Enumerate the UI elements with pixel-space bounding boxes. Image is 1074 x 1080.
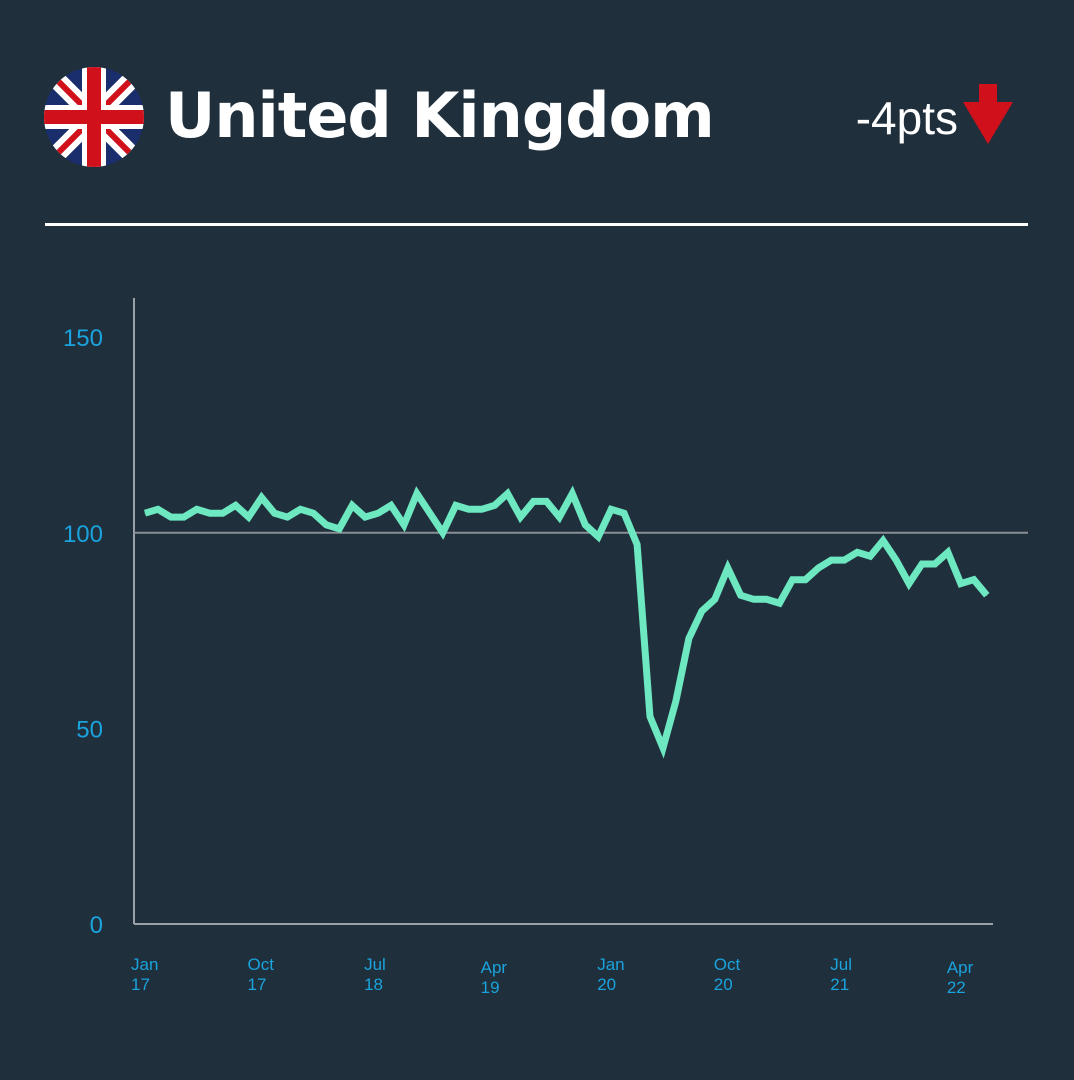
data-point bbox=[390, 504, 392, 506]
data-point bbox=[312, 512, 314, 514]
data-point bbox=[299, 508, 301, 510]
data-point bbox=[649, 716, 651, 718]
x-tick-year: 20 bbox=[714, 975, 733, 994]
data-point bbox=[338, 528, 340, 530]
data-point bbox=[869, 555, 871, 557]
data-point bbox=[377, 512, 379, 514]
header-divider bbox=[45, 223, 1028, 226]
data-point bbox=[804, 579, 806, 581]
data-point bbox=[144, 512, 146, 514]
data-point bbox=[843, 559, 845, 561]
data-point bbox=[921, 563, 923, 565]
y-tick-label: 50 bbox=[76, 716, 103, 743]
data-point bbox=[662, 747, 664, 749]
y-tick-label: 150 bbox=[63, 325, 103, 352]
data-point bbox=[274, 512, 275, 514]
data-point bbox=[403, 524, 405, 526]
data-point bbox=[675, 700, 677, 702]
x-tick-month: Oct bbox=[248, 955, 275, 974]
x-tick-year: 20 bbox=[597, 975, 616, 994]
down-arrow-icon bbox=[963, 84, 1013, 144]
data-point bbox=[986, 594, 988, 596]
data-point bbox=[908, 583, 910, 585]
data-point bbox=[196, 508, 198, 510]
data-point bbox=[507, 493, 509, 495]
data-point bbox=[209, 512, 211, 514]
data-point bbox=[170, 516, 172, 518]
data-point bbox=[325, 524, 327, 526]
y-tick-label: 0 bbox=[90, 912, 103, 939]
data-point bbox=[766, 598, 768, 600]
data-point bbox=[960, 583, 962, 585]
data-point bbox=[183, 516, 185, 518]
data-point bbox=[533, 500, 534, 502]
data-point bbox=[817, 567, 819, 569]
data-point bbox=[895, 559, 897, 561]
country-title: United Kingdom bbox=[165, 79, 715, 152]
data-point bbox=[416, 493, 418, 495]
data-point bbox=[571, 493, 573, 495]
x-tick-month: Jul bbox=[830, 955, 852, 974]
change-value: -4pts bbox=[855, 92, 958, 144]
data-point bbox=[248, 516, 250, 518]
data-point bbox=[973, 579, 975, 581]
data-point bbox=[830, 559, 832, 561]
data-point bbox=[597, 536, 599, 538]
data-point bbox=[584, 524, 586, 526]
x-tick-month: Apr bbox=[947, 958, 974, 977]
data-point bbox=[623, 512, 625, 514]
data-point bbox=[481, 508, 483, 510]
data-point bbox=[468, 508, 470, 510]
x-tick-year: 21 bbox=[830, 975, 849, 994]
x-tick-month: Jul bbox=[364, 955, 386, 974]
data-point bbox=[455, 504, 457, 506]
data-point bbox=[429, 512, 431, 514]
data-point bbox=[546, 500, 547, 502]
data-point bbox=[934, 563, 936, 565]
data-point bbox=[610, 508, 612, 510]
x-tick-month: Apr bbox=[481, 958, 508, 977]
uk-flag-icon bbox=[44, 67, 144, 167]
data-point bbox=[494, 504, 496, 506]
data-point bbox=[261, 497, 263, 498]
data-point bbox=[558, 516, 560, 518]
data-point bbox=[688, 637, 690, 639]
data-point bbox=[364, 516, 366, 518]
data-point bbox=[157, 508, 159, 510]
x-tick-year: 22 bbox=[947, 978, 966, 997]
data-point bbox=[286, 516, 288, 518]
y-tick-label: 100 bbox=[63, 521, 103, 548]
x-tick-year: 18 bbox=[364, 975, 383, 994]
data-point bbox=[740, 594, 742, 596]
data-point bbox=[753, 598, 755, 600]
data-point bbox=[351, 504, 353, 506]
data-point bbox=[442, 532, 444, 534]
x-tick-year: 17 bbox=[248, 975, 267, 994]
data-point bbox=[947, 551, 949, 553]
data-point bbox=[792, 579, 793, 581]
header: United Kingdom -4pts bbox=[0, 0, 1074, 230]
data-point bbox=[235, 504, 237, 506]
x-tick-month: Jan bbox=[131, 955, 158, 974]
data-point bbox=[701, 610, 703, 612]
data-point bbox=[882, 540, 884, 542]
data-point bbox=[779, 602, 780, 604]
data-point bbox=[636, 544, 638, 545]
data-point bbox=[856, 551, 858, 553]
series-line bbox=[143, 485, 990, 759]
x-tick-year: 19 bbox=[481, 978, 500, 997]
data-point bbox=[714, 598, 716, 600]
data-point bbox=[727, 567, 729, 569]
x-tick-month: Oct bbox=[714, 955, 741, 974]
data-point bbox=[222, 512, 224, 514]
x-tick-month: Jan bbox=[597, 955, 624, 974]
data-point bbox=[520, 516, 521, 518]
x-tick-year: 17 bbox=[131, 975, 150, 994]
